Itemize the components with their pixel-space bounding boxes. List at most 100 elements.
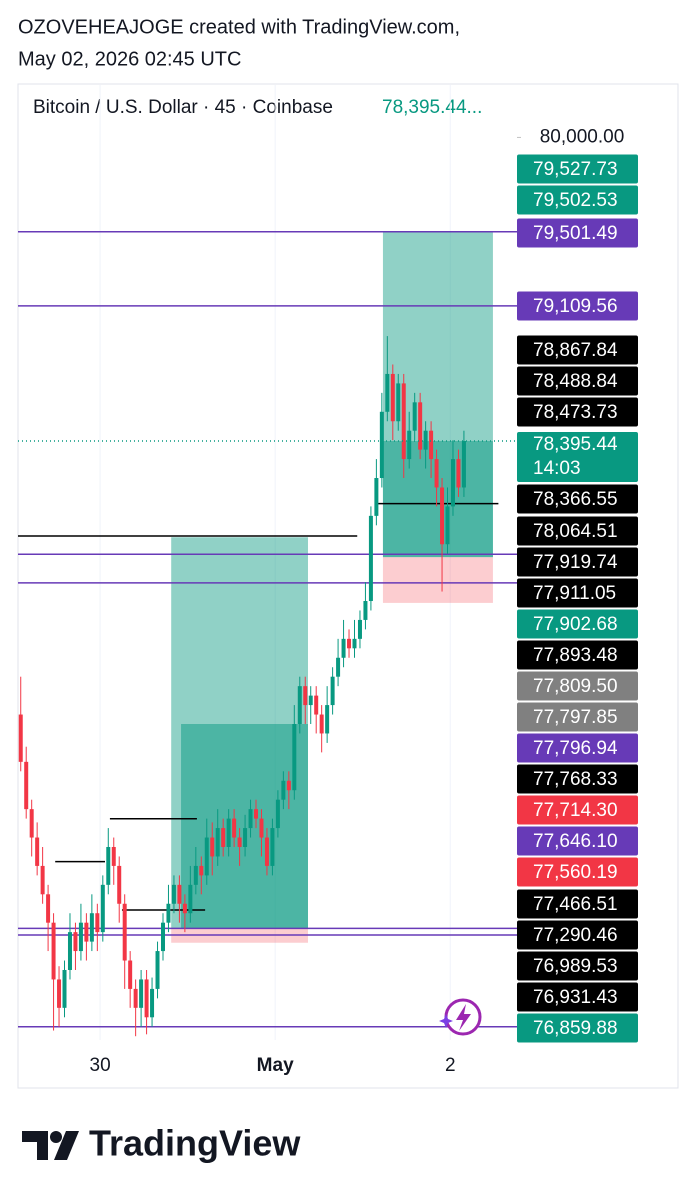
symbol-title: Bitcoin / U.S. Dollar · 45 · Coinbase — [33, 97, 333, 118]
candle-body — [237, 837, 242, 847]
candle-body — [379, 411, 384, 479]
candle-body — [248, 809, 253, 829]
x-tick-label: 30 — [90, 1055, 111, 1076]
candle-body — [374, 478, 379, 516]
creator-line: OZOVEHEAJOGE created with TradingView.co… — [18, 16, 460, 38]
price-label-box — [517, 432, 638, 482]
price-label: 77,797.85 — [533, 707, 618, 728]
price-label: 77,902.68 — [533, 614, 618, 635]
price-label-box — [517, 764, 638, 794]
position-stop-zone — [382, 557, 493, 603]
candle-body — [67, 932, 72, 970]
price-label: 78,366.55 — [533, 489, 618, 510]
candle-body — [18, 714, 23, 762]
price-label: 76,989.53 — [533, 956, 618, 977]
price-label: 77,290.46 — [533, 925, 618, 946]
candle-body — [407, 430, 412, 460]
chart-frame — [17, 83, 679, 1089]
candle-body — [177, 884, 182, 904]
candle-body — [368, 515, 373, 602]
price-label: 77,893.48 — [533, 645, 618, 666]
candle-body — [363, 601, 368, 620]
candle-body — [401, 383, 406, 460]
candle-body — [24, 761, 29, 810]
candle-body — [128, 960, 133, 989]
assistant-icon[interactable] — [439, 998, 482, 1036]
price-label-box — [517, 218, 638, 248]
price-countdown: 14:03 — [533, 458, 581, 479]
candle-body — [160, 922, 165, 952]
price-label-box — [517, 702, 638, 732]
candle-body — [396, 383, 401, 422]
candle-body — [122, 903, 127, 961]
candle-body — [210, 837, 215, 857]
candle-body — [292, 724, 297, 791]
price-label-box — [517, 857, 638, 887]
candle-body — [259, 818, 264, 838]
last-price-legend: 78,395.44... — [382, 97, 482, 118]
candle-body — [155, 951, 160, 989]
price-label-box — [517, 516, 638, 546]
price-label-box — [517, 826, 638, 856]
candle-body — [297, 686, 302, 725]
candle-body — [150, 988, 155, 1018]
candle-body — [440, 487, 445, 545]
candle-body — [89, 913, 94, 942]
price-label: 76,931.43 — [533, 987, 618, 1008]
icon-bolt — [456, 1004, 471, 1031]
candle-body — [357, 619, 362, 639]
candle-body — [330, 676, 335, 706]
candle-body — [232, 818, 237, 838]
candle-body — [336, 657, 341, 677]
price-label: 78,488.84 — [533, 371, 618, 392]
candle-body — [445, 506, 450, 545]
price-label: 78,064.51 — [533, 521, 618, 542]
candle-body — [341, 638, 346, 658]
candle-body — [204, 837, 209, 876]
price-label: 78,867.84 — [533, 340, 618, 361]
price-label: 77,768.33 — [533, 769, 618, 790]
price-label: 79,109.56 — [533, 296, 618, 317]
candle-body — [423, 430, 428, 450]
candle-body — [275, 799, 280, 829]
candle-body — [461, 441, 466, 488]
candle-body — [46, 894, 51, 923]
price-label-box — [517, 1013, 638, 1043]
price-label: 77,560.19 — [533, 862, 618, 883]
candle-body — [286, 780, 291, 791]
price-label-box — [517, 795, 638, 825]
candle-body — [40, 865, 45, 895]
candle-body — [456, 459, 461, 488]
candle-body — [215, 828, 220, 857]
price-label-box — [517, 547, 638, 577]
candle-body — [199, 865, 204, 876]
price-label: 77,809.50 — [533, 676, 618, 697]
position-progress — [382, 441, 493, 558]
candle-body — [264, 837, 269, 866]
price-label-box — [517, 291, 638, 321]
candle-body — [412, 402, 417, 431]
price-label-box — [517, 951, 638, 981]
price-label-box — [517, 733, 638, 763]
logo-t — [22, 1131, 48, 1160]
price-label: 79,501.49 — [533, 223, 618, 244]
candle-body — [100, 884, 105, 933]
candle-body — [171, 884, 176, 904]
candle-body — [390, 373, 395, 422]
price-label-box — [517, 671, 638, 701]
candle-body — [325, 705, 330, 734]
candle-body — [352, 638, 357, 649]
price-label-box — [517, 578, 638, 608]
candle-body — [434, 459, 439, 488]
candle-body — [51, 922, 56, 980]
price-label: 76,859.88 — [533, 1018, 618, 1039]
icon-spark — [439, 1014, 453, 1028]
price-label-box — [517, 920, 638, 950]
candle-body — [95, 913, 100, 933]
candle-body — [106, 846, 111, 885]
x-tick-label: May — [257, 1055, 294, 1076]
price-label-box — [517, 609, 638, 639]
candle-body — [314, 695, 319, 715]
price-label-box — [517, 185, 638, 215]
